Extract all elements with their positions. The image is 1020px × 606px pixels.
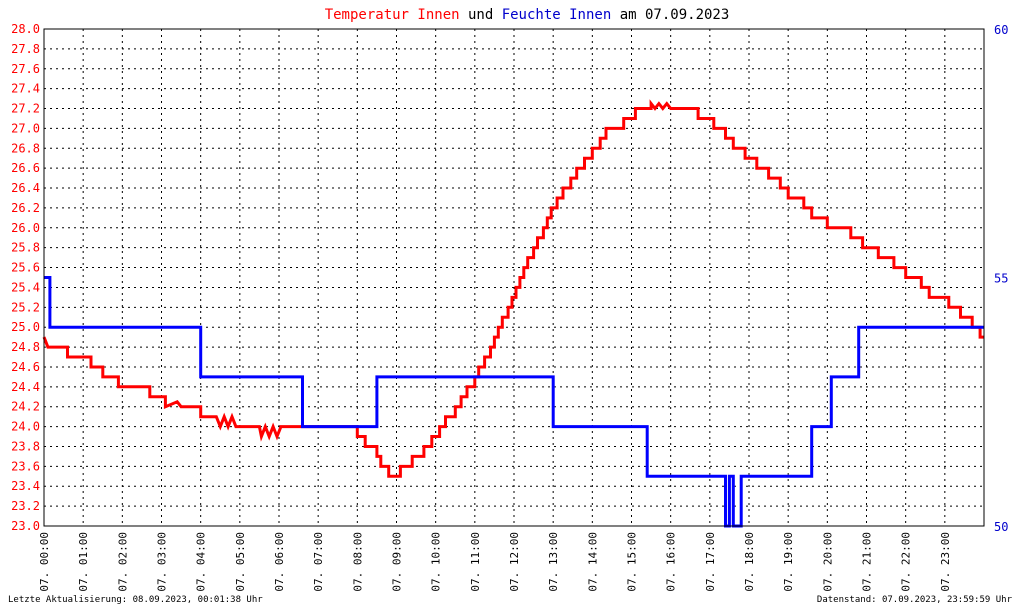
left-tick-label: 23.4: [11, 479, 40, 493]
footer-data-status: Datenstand: 07.09.2023, 23:59:59 Uhr: [817, 595, 1013, 605]
left-tick-label: 25.0: [11, 320, 40, 334]
left-tick-label: 26.8: [11, 141, 40, 155]
left-tick-label: 24.8: [11, 340, 40, 354]
title-part: und: [460, 7, 502, 23]
left-tick-label: 26.0: [11, 221, 40, 235]
left-tick-label: 25.4: [11, 280, 40, 294]
x-tick-label: 07. 21:00: [861, 532, 874, 592]
left-tick-label: 27.4: [11, 82, 40, 96]
x-tick-label: 07. 20:00: [821, 532, 834, 592]
x-tick-label: 07. 13:00: [547, 532, 560, 592]
x-tick-label: 07. 22:00: [900, 532, 913, 592]
right-tick-label: 55: [994, 272, 1008, 286]
x-tick-label: 07. 10:00: [430, 532, 443, 592]
x-tick-label: 07. 01:00: [77, 532, 90, 592]
left-tick-label: 24.0: [11, 420, 40, 434]
left-tick-label: 24.4: [11, 380, 40, 394]
left-tick-label: 27.8: [11, 42, 40, 56]
temperature-line: [42, 99, 984, 478]
title-part: Feuchte Innen: [502, 7, 612, 23]
left-tick-label: 26.4: [11, 181, 40, 195]
left-tick-label: 23.8: [11, 439, 40, 453]
left-tick-label: 23.0: [11, 519, 40, 533]
left-tick-label: 26.2: [11, 201, 40, 215]
x-tick-label: 07. 15:00: [626, 532, 639, 592]
x-tick-label: 07. 09:00: [391, 532, 404, 592]
x-tick-label: 07. 02:00: [116, 532, 129, 592]
left-tick-label: 25.6: [11, 261, 40, 275]
x-tick-label: 07. 23:00: [939, 532, 952, 592]
x-tick-label: 07. 00:00: [38, 532, 51, 592]
humidity-line: [44, 276, 984, 528]
left-tick-label: 23.6: [11, 459, 40, 473]
grid: [44, 29, 984, 526]
right-axis-ticks: 50 55 60: [994, 23, 1008, 534]
left-tick-label: 24.6: [11, 360, 40, 374]
right-tick-label: 50: [994, 520, 1008, 534]
x-tick-label: 07. 12:00: [508, 532, 521, 592]
left-tick-label: 25.2: [11, 300, 40, 314]
title-part: am 07.09.2023: [611, 7, 729, 23]
x-tick-label: 07. 11:00: [469, 532, 482, 592]
x-tick-label: 07. 05:00: [234, 532, 247, 592]
x-tick-label: 07. 03:00: [156, 532, 169, 592]
x-tick-label: 07. 16:00: [665, 532, 678, 592]
x-tick-label: 07. 19:00: [782, 532, 795, 592]
title-part: Temperatur Innen: [325, 7, 460, 23]
x-axis-ticks: 07. 00:00 07. 01:00 07. 02:00 07. 03:00 07. …: [38, 532, 952, 592]
series-group: [42, 99, 984, 528]
left-tick-label: 25.8: [11, 241, 40, 255]
x-tick-label: 07. 04:00: [195, 532, 208, 592]
x-tick-label: 07. 07:00: [312, 532, 325, 592]
left-tick-label: 23.2: [11, 499, 40, 513]
x-tick-label: 07. 08:00: [351, 532, 364, 592]
left-tick-label: 24.2: [11, 400, 40, 414]
x-tick-label: 07. 06:00: [273, 532, 286, 592]
footer-last-update: Letzte Aktualisierung: 08.09.2023, 00:01…: [8, 595, 263, 605]
right-tick-label: 60: [994, 23, 1008, 37]
left-tick-label: 27.6: [11, 62, 40, 76]
left-axis-ticks: 23.0 23.2 23.4 23.6 23.8 24.0 24.2 24.4 24.6 24.8…: [11, 22, 40, 533]
left-tick-label: 27.2: [11, 102, 40, 116]
x-tick-label: 07. 18:00: [743, 532, 756, 592]
left-tick-label: 28.0: [11, 22, 40, 36]
chart-title: Temperatur Innen und Feuchte Innen am 07…: [325, 7, 730, 23]
left-tick-label: 26.6: [11, 161, 40, 175]
left-tick-label: 27.0: [11, 121, 40, 135]
x-tick-label: 07. 17:00: [704, 532, 717, 592]
plot-frame: [43, 28, 985, 527]
x-tick-label: 07. 14:00: [586, 532, 599, 592]
